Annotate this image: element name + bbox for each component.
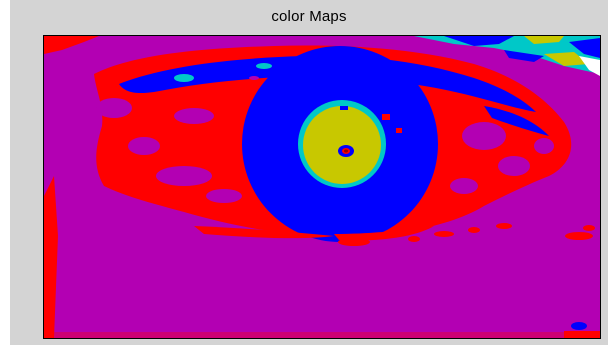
plot-title: color Maps bbox=[271, 8, 347, 25]
color-mapped-eye-image bbox=[44, 36, 600, 338]
image-axes bbox=[43, 35, 601, 339]
figure-window: color Maps bbox=[10, 0, 608, 345]
